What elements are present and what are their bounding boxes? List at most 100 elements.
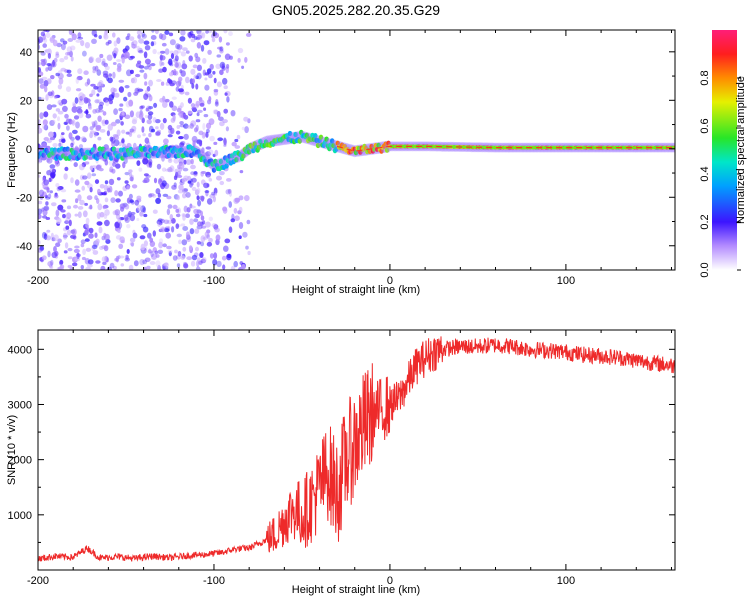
spectrogram-noise-dot xyxy=(46,158,50,163)
spectrogram-noise-dot xyxy=(144,66,149,70)
spectrogram-noise-dot xyxy=(98,104,104,110)
spectrogram-noise-dot xyxy=(171,105,178,112)
spectrogram-noise-dot xyxy=(214,227,220,233)
spectrogram-noise-dot xyxy=(190,120,197,127)
spectrogram-ridge-cell xyxy=(335,140,340,146)
spectrogram-ridge-cell xyxy=(315,142,321,149)
spectrogram-noise-dot xyxy=(160,81,165,86)
spectrogram-noise-dot xyxy=(63,250,68,254)
spectrogram-noise-dot xyxy=(101,192,107,196)
colorbar-ticks: 0.0 0.2 0.4 0.6 0.8 xyxy=(699,70,741,278)
spectrogram-noise-dot xyxy=(38,208,43,215)
spectrogram-x-label: Height of straight line (km) xyxy=(292,284,420,296)
spectrogram-noise-dot xyxy=(242,231,248,238)
spectrogram-noise-dot xyxy=(205,131,209,138)
spectrogram-noise-dot xyxy=(64,166,69,172)
spectrogram-noise-dot xyxy=(58,77,64,85)
spectrogram-noise-dot xyxy=(59,58,65,63)
spectrogram-noise-dot xyxy=(112,71,116,79)
spectrogram-noise-dot xyxy=(184,91,190,96)
spectrogram-noise-dot xyxy=(159,55,166,61)
spectrogram-y-tick-label: 0 xyxy=(26,144,32,156)
spectrogram-ridge-cell xyxy=(234,157,239,163)
spectrogram-y-tick-label: -40 xyxy=(16,241,32,253)
spectrogram-noise-dot xyxy=(51,104,57,108)
spectrogram-noise-dot xyxy=(178,76,183,82)
spectrogram-noise-dot xyxy=(131,119,137,125)
spectrogram-noise-dot xyxy=(103,232,107,239)
spectrogram-noise-dot xyxy=(148,193,153,198)
spectrogram-noise-dot xyxy=(196,260,200,268)
spectrogram-noise-dot xyxy=(176,233,182,238)
spectrogram-ridge-cell xyxy=(241,153,246,159)
snr-panel: -200 -100 0 100 1000 2000 3000 4000 Height of … xyxy=(6,329,676,596)
spectrogram-noise-dot xyxy=(38,158,42,164)
snr-x-tick-label: 0 xyxy=(387,575,393,587)
spectrogram-noise-dot xyxy=(104,159,109,166)
spectrogram-noise-dot xyxy=(204,190,210,194)
spectrogram-noise-dot xyxy=(222,264,226,270)
spectrogram-noise-dot xyxy=(77,206,84,210)
spectrogram-noise-dot xyxy=(190,182,195,186)
spectrogram-noise-dot xyxy=(229,191,232,197)
spectrogram-noise-dot xyxy=(180,113,187,119)
spectrogram-noise-dot xyxy=(85,222,90,228)
spectrogram-noise-dot xyxy=(139,105,144,110)
spectrogram-noise-dot xyxy=(152,209,158,214)
spectrogram-noise-dot xyxy=(116,177,121,181)
spectrogram-noise-dot xyxy=(43,124,49,131)
spectrogram-noise-dot xyxy=(193,171,198,175)
spectrogram-noise-dot xyxy=(156,163,162,170)
spectrogram-noise-dot xyxy=(172,204,178,210)
spectrogram-noise-dot xyxy=(93,85,99,90)
spectrogram-noise-dot xyxy=(205,171,212,178)
spectrogram-noise-dot xyxy=(41,142,47,148)
colorbar-gradient xyxy=(712,30,737,270)
spectrogram-noise-dot xyxy=(99,184,105,189)
spectrogram-noise-dot xyxy=(175,130,181,135)
spectrogram-noise-dot xyxy=(63,55,69,60)
spectrogram-noise-dot xyxy=(85,247,92,252)
spectrogram-noise-dot xyxy=(89,93,93,98)
spectrogram-noise-dot xyxy=(179,121,184,125)
spectrogram-ridge-cell xyxy=(324,136,329,142)
spectrogram-noise-dot xyxy=(157,264,161,270)
spectrogram-noise-dot xyxy=(45,94,49,101)
spectrogram-noise-dot xyxy=(200,215,205,221)
spectrogram-noise-dot xyxy=(113,47,119,54)
spectrogram-noise-dot xyxy=(71,33,77,41)
spectrogram-noise-dot xyxy=(139,69,145,73)
spectrogram-noise-dot xyxy=(176,44,183,50)
spectrogram-noise-dot xyxy=(196,181,200,188)
spectrogram-noise-dot xyxy=(178,184,184,191)
spectrogram-noise-dot xyxy=(38,68,42,74)
spectrogram-noise-dot xyxy=(115,235,122,240)
spectrogram-noise-dot xyxy=(43,233,48,240)
spectrogram-noise-dot xyxy=(73,162,78,168)
spectrogram-noise-dot xyxy=(131,184,138,189)
spectrogram-noise-dot xyxy=(88,56,95,63)
spectrogram-ridge-cell xyxy=(83,154,89,160)
spectrogram-noise-dot xyxy=(77,96,84,103)
spectrogram-noise-dot xyxy=(115,163,121,169)
spectrogram-noise-dot xyxy=(71,229,76,237)
spectrogram-noise-dot xyxy=(195,75,199,80)
spectrogram-noise-dot xyxy=(197,221,202,227)
spectrogram-noise-dot xyxy=(113,134,120,141)
spectrogram-noise-dot xyxy=(95,238,100,244)
spectrogram-noise-dot xyxy=(152,117,157,123)
spectrogram-noise-dot xyxy=(167,167,173,173)
spectrogram-noise-dot xyxy=(83,70,89,75)
spectrogram-noise-dot xyxy=(124,180,129,184)
spectrogram-ridge-cell xyxy=(297,138,302,144)
spectrogram-noise-dot xyxy=(129,237,136,243)
spectrogram-noise-dot xyxy=(182,246,187,252)
spectrogram-noise-dot xyxy=(94,65,99,72)
spectrogram-noise-dot xyxy=(83,97,89,104)
spectrogram-noise-dot xyxy=(96,221,103,226)
spectrogram-noise-dot xyxy=(182,214,186,221)
spectrogram-noise-dot xyxy=(176,49,182,54)
spectrogram-noise-dot xyxy=(129,110,134,118)
spectrogram-noise-dot xyxy=(38,61,41,66)
spectrogram-noise-dot xyxy=(118,79,125,83)
